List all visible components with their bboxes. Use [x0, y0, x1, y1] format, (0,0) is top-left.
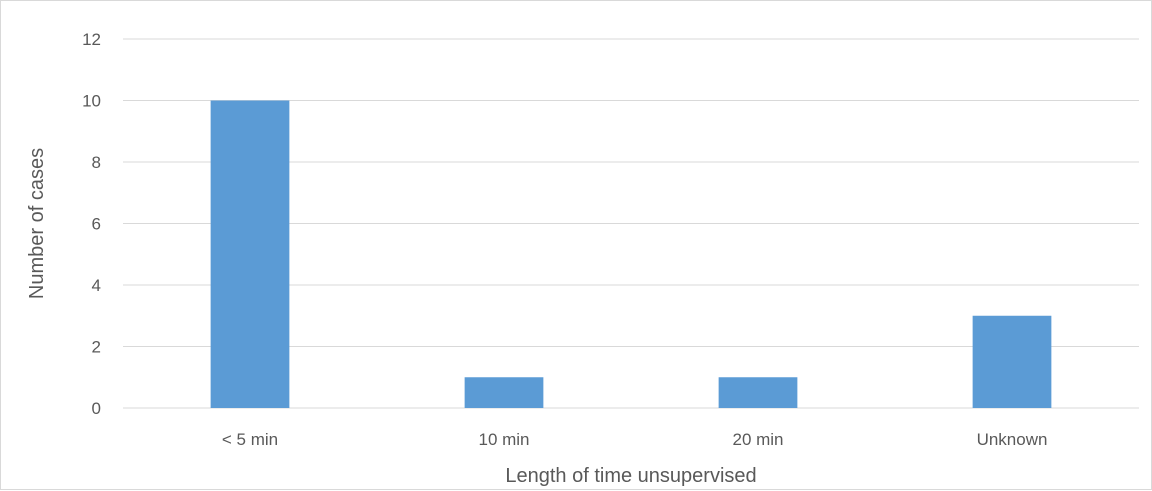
y-tick-label: 8 [92, 153, 101, 172]
x-tick-label: 20 min [732, 430, 783, 449]
y-axis-title: Number of cases [26, 148, 48, 299]
x-tick-label: < 5 min [222, 430, 278, 449]
x-axis-title: Length of time unsupervised [505, 465, 756, 487]
y-tick-label: 10 [82, 92, 101, 111]
x-axis-ticks: < 5 min 10 min 20 min Unknown [222, 430, 1048, 449]
y-axis-ticks: 0 2 4 6 8 10 12 [82, 30, 101, 418]
bars [210, 100, 1052, 408]
bar [972, 315, 1052, 408]
y-tick-label: 4 [92, 276, 101, 295]
x-tick-label: 10 min [478, 430, 529, 449]
y-tick-label: 12 [82, 30, 101, 49]
gridlines [123, 38, 1139, 409]
x-tick-label: Unknown [977, 430, 1048, 449]
bar [464, 377, 544, 408]
bar [210, 100, 290, 408]
y-tick-label: 2 [92, 338, 101, 357]
bar [718, 377, 798, 408]
y-tick-label: 0 [92, 399, 101, 418]
y-tick-label: 6 [92, 215, 101, 234]
